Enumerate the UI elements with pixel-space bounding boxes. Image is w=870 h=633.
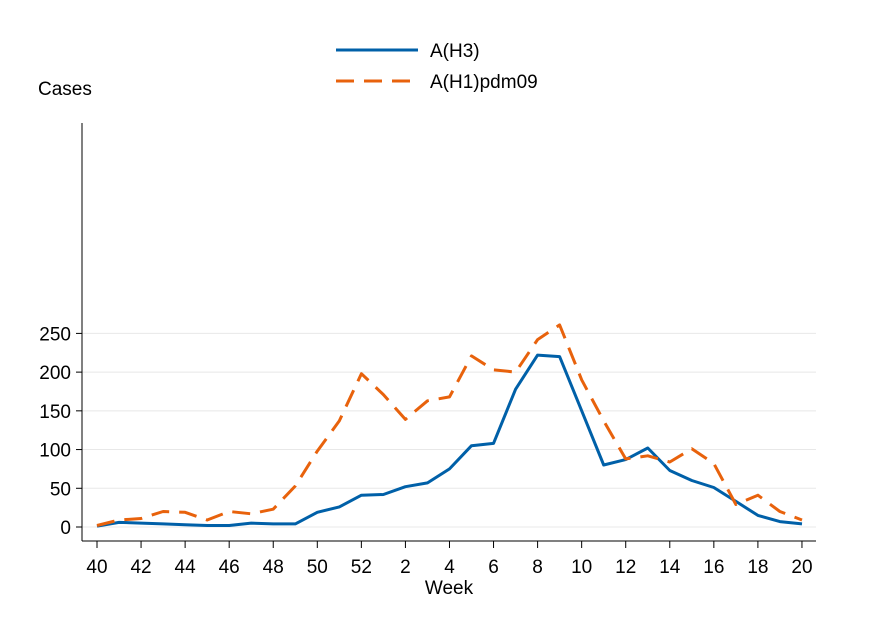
x-ticks: 40 42 44 46 48 50 52 2 4 6 8 10 12 14 16 18 20 [86, 541, 813, 578]
y-tick-label-100: 100 [39, 441, 71, 462]
y-ticks: 0 50 100 150 200 250 [39, 324, 82, 539]
series-line-a-h1-pdm09 [96, 323, 803, 527]
x-axis-title: Week [425, 578, 474, 599]
grid-lines [82, 332, 816, 528]
legend: A(H3) A(H1)pdm09 [336, 41, 538, 93]
x-tick-label-10: 8 [532, 557, 543, 578]
y-tick-label-150: 150 [39, 402, 71, 423]
series-layer [96, 323, 803, 528]
legend-label-a-h1pdm09: A(H1)pdm09 [430, 72, 538, 93]
y-tick-label-200: 200 [39, 363, 71, 384]
y-tick-label-250: 250 [39, 324, 71, 345]
x-tick-label-7: 2 [400, 557, 411, 578]
y-axis-title: Cases [38, 79, 92, 100]
y-tick-label-0: 0 [60, 518, 71, 539]
x-tick-label-5: 50 [307, 557, 328, 578]
x-tick-label-12: 12 [615, 557, 636, 578]
x-tick-label-15: 18 [747, 557, 768, 578]
x-tick-label-3: 46 [219, 557, 240, 578]
x-tick-label-14: 16 [703, 557, 724, 578]
y-tick-label-50: 50 [50, 479, 71, 500]
series-line-a-h3 [96, 353, 803, 528]
x-tick-label-16: 20 [791, 557, 812, 578]
x-tick-label-1: 42 [130, 557, 151, 578]
x-tick-label-4: 48 [263, 557, 284, 578]
x-tick-label-0: 40 [86, 557, 107, 578]
x-tick-label-2: 44 [175, 557, 197, 578]
x-tick-label-8: 4 [444, 557, 455, 578]
x-tick-label-13: 14 [659, 557, 681, 578]
x-tick-label-11: 10 [571, 557, 592, 578]
x-tick-label-9: 6 [488, 557, 499, 578]
legend-label-a-h3: A(H3) [430, 41, 480, 62]
x-tick-label-6: 52 [351, 557, 372, 578]
